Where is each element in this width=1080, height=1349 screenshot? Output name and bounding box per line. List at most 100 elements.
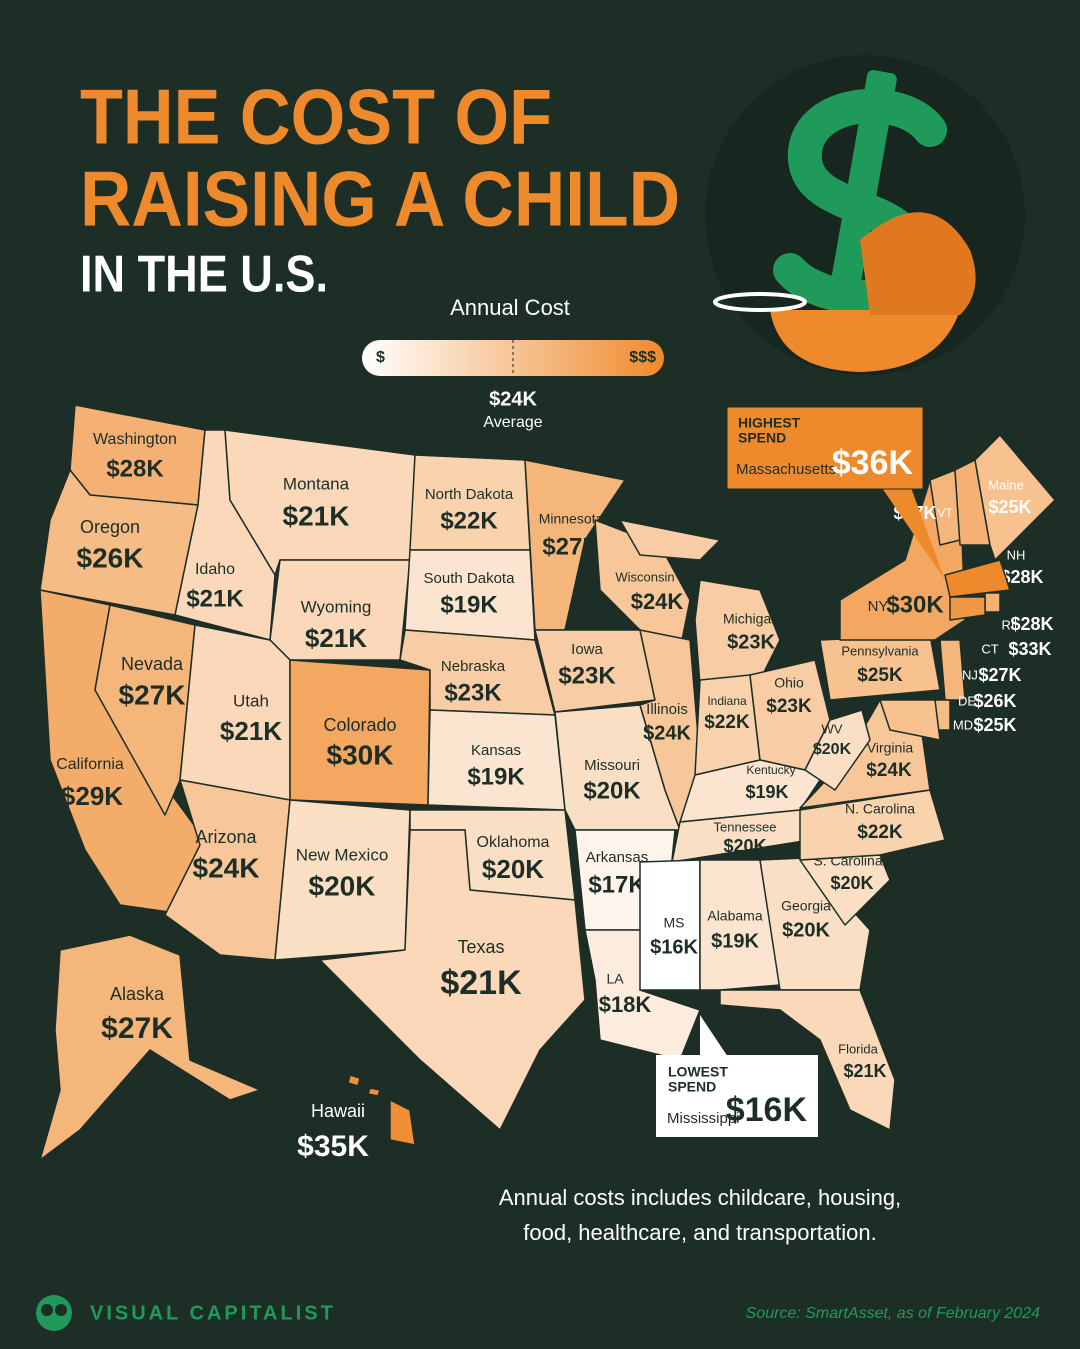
state-value: $24K	[866, 760, 912, 781]
state-shape	[524, 459, 626, 631]
state-value: $20K	[723, 836, 766, 856]
brand: VISUAL CAPITALIST	[90, 1302, 336, 1324]
map: Washington $28K Oregon $26K California $29K Ne…	[39, 404, 1056, 1163]
state-value: $19K	[711, 930, 759, 952]
state-name: N. Carolina	[845, 801, 915, 817]
state-shape	[699, 859, 781, 991]
state-value: $25K	[973, 715, 1016, 735]
title-line: THE COST OF	[80, 73, 552, 161]
state-shape	[179, 624, 291, 801]
footnote-line: food, healthcare, and transportation.	[523, 1220, 876, 1245]
state-name: Hawaii	[311, 1101, 365, 1121]
title-line: RAISING A CHILD	[80, 155, 680, 243]
state-name: LA	[606, 971, 624, 987]
state-value: $22K	[857, 822, 903, 843]
legend-average-label: $24K	[489, 388, 537, 410]
state-name: VT	[937, 506, 953, 520]
state-name: NH	[1007, 547, 1026, 562]
callout-heading: LOWEST	[668, 1064, 728, 1080]
callout-box	[656, 1055, 818, 1137]
state-name: Oregon	[80, 517, 140, 537]
state-name: Kentucky	[746, 763, 795, 777]
state-name: Colorado	[323, 715, 396, 735]
state-name: Utah	[233, 691, 269, 710]
state-name: Georgia	[781, 898, 831, 914]
legend-average-caption: Average	[483, 414, 542, 431]
state-shape	[974, 434, 1056, 561]
legend-high: $$$	[629, 349, 656, 366]
state-name: Washington	[93, 431, 177, 448]
state-value: $27K	[119, 679, 186, 710]
state-name: MS	[664, 915, 685, 931]
state-name: Nevada	[121, 654, 184, 674]
state-name: Iowa	[571, 641, 603, 658]
state-value: $23K	[444, 679, 502, 706]
state-shape	[804, 709, 871, 791]
state-name: Tennessee	[714, 819, 777, 834]
state-value: $17K	[588, 871, 646, 898]
state-value: $22K	[440, 507, 498, 534]
state-name: DE	[958, 693, 976, 708]
state-shape	[367, 1087, 381, 1097]
state-value: $16K	[650, 936, 698, 958]
state-value: $21K	[283, 500, 350, 531]
state-name: South Dakota	[424, 570, 516, 587]
callout-box	[726, 406, 924, 490]
source: Source: SmartAsset, as of February 2024	[746, 1305, 1040, 1322]
callout-value: $36K	[832, 444, 914, 482]
state-shape	[427, 709, 566, 811]
state-shape	[839, 479, 966, 641]
state-value: $26K	[77, 542, 144, 573]
state-name: Ohio	[774, 675, 804, 691]
state-value: $20K	[583, 777, 641, 804]
state-name: NJ	[962, 667, 978, 682]
state-value: $24K	[193, 852, 260, 883]
state-name: Michigan	[723, 611, 779, 627]
state-name: CT	[981, 641, 998, 656]
state-name: Idaho	[195, 561, 235, 578]
state-shape	[879, 699, 941, 741]
legend-title: Annual Cost	[450, 295, 570, 320]
state-shape	[39, 934, 261, 1161]
state-value: $23K	[766, 696, 812, 717]
state-value: $23K	[727, 631, 775, 653]
callout-state: Mississippi	[667, 1110, 740, 1127]
state-value: $26K	[973, 691, 1016, 711]
state-name: Nebraska	[441, 658, 506, 675]
state-value: $28K	[106, 455, 164, 482]
callout-value: $16K	[726, 1091, 808, 1129]
state-value: $25K	[988, 497, 1031, 517]
state-value: $21K	[305, 623, 367, 653]
state-name: Illinois	[646, 701, 688, 718]
state-name: Florida	[838, 1041, 879, 1056]
state-name: California	[56, 756, 124, 773]
brand-logo	[36, 1295, 72, 1331]
state-name: MD	[953, 717, 973, 732]
state-name: WV	[822, 721, 843, 736]
state-name: NY	[868, 598, 889, 615]
state-name: Virginia	[867, 740, 914, 756]
state-name: North Dakota	[425, 486, 514, 503]
state-value: $19K	[745, 782, 788, 802]
state-name: Kansas	[471, 742, 521, 759]
state-shape	[984, 592, 1001, 613]
state-shape	[949, 596, 986, 621]
state-value: $20K	[830, 873, 873, 893]
state-name: Alaska	[110, 984, 165, 1004]
state-value: $23K	[558, 662, 616, 689]
state-value: $22K	[704, 712, 750, 733]
state-value: $21K	[440, 964, 522, 1002]
state-shape	[944, 559, 1011, 598]
state-name: Pennsylvania	[841, 643, 919, 658]
state-value: $25K	[857, 665, 903, 686]
state-shape	[94, 604, 196, 816]
state-value: $28K	[1010, 614, 1053, 634]
state-shape	[319, 829, 586, 1131]
callout-pointer	[880, 485, 945, 580]
state-value: $20K	[813, 741, 852, 758]
state-name: Wisconsin	[615, 569, 674, 584]
state-value: $24K	[631, 589, 684, 614]
state-value: $27K	[978, 665, 1021, 685]
legend-low: $	[376, 349, 385, 366]
